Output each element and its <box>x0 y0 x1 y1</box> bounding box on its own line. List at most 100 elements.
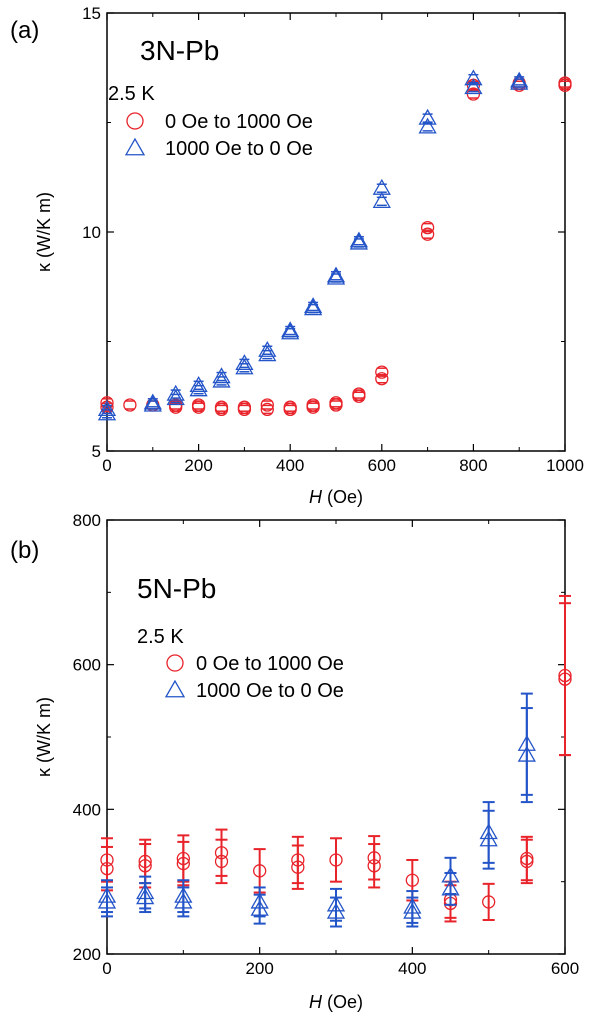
circle-marker <box>260 402 274 417</box>
legend-label: 1000 Oe to 0 Oe <box>196 680 344 702</box>
data-point <box>372 192 391 208</box>
legend-label: 1000 Oe to 0 Oe <box>165 138 313 160</box>
triangle-marker <box>212 367 231 384</box>
triangle-marker <box>441 879 460 896</box>
data-point <box>258 345 277 362</box>
circle-marker <box>138 859 152 873</box>
triangle-marker <box>250 899 269 916</box>
y-axis-title: κ (W/K m) <box>34 697 54 777</box>
circle-marker <box>367 859 381 873</box>
triangle-marker <box>517 745 536 762</box>
data-point <box>237 402 252 417</box>
x-tick-label: 0 <box>102 456 111 475</box>
circle-marker <box>558 78 572 92</box>
data-point <box>482 882 496 922</box>
data-point <box>291 844 305 890</box>
circle-marker <box>237 402 252 417</box>
sample-annotation: 5N-Pb <box>137 573 216 604</box>
data-point <box>176 840 190 887</box>
circle-marker <box>420 227 435 241</box>
circle-marker <box>482 895 496 909</box>
series-down-sweep <box>97 69 529 421</box>
data-point <box>558 78 572 92</box>
triangle-marker <box>258 340 277 357</box>
data-point <box>97 400 117 417</box>
data-point <box>418 108 437 125</box>
data-point <box>235 354 254 371</box>
x-tick-label: 600 <box>368 456 396 475</box>
circle-marker <box>191 400 206 414</box>
triangle-marker <box>166 384 185 401</box>
triangle-marker <box>464 78 483 95</box>
legend-circle-marker <box>126 112 144 130</box>
circle-marker <box>100 396 114 410</box>
temperature-label: 2.5 K <box>108 83 155 105</box>
x-axis-symbol: H <box>309 487 327 507</box>
triangle-marker <box>479 830 498 847</box>
data-point <box>212 367 231 384</box>
x-tick-label: 800 <box>459 456 487 475</box>
y-tick-label: 200 <box>73 945 101 964</box>
triangle-marker <box>349 233 369 250</box>
legend-triangle-marker <box>164 679 186 698</box>
triangle-marker <box>372 192 391 208</box>
data-point <box>235 358 254 375</box>
data-point <box>375 365 389 379</box>
data-point <box>189 380 208 397</box>
data-point <box>349 233 369 250</box>
triangle-marker <box>166 389 185 406</box>
data-point <box>306 400 320 414</box>
triangle-marker <box>326 902 346 919</box>
y-tick-label: 800 <box>73 511 101 530</box>
data-point <box>479 809 498 870</box>
triangle-marker <box>235 354 254 371</box>
panel-label: (b) <box>10 537 39 564</box>
data-point <box>303 299 323 316</box>
legend-circle-marker <box>166 654 184 672</box>
circle-marker <box>520 854 534 869</box>
data-point <box>352 389 366 403</box>
x-axis-title: H (Oe) <box>309 992 363 1012</box>
circle-marker <box>375 365 389 379</box>
temperature-label: 2.5 K <box>137 626 184 648</box>
triangle-marker <box>212 371 231 388</box>
data-point <box>191 400 206 414</box>
data-point <box>510 73 529 90</box>
circle-marker <box>420 220 435 235</box>
legend-triangle-marker <box>124 137 146 156</box>
series-down-sweep <box>97 692 536 928</box>
data-point <box>418 117 437 134</box>
triangle-marker <box>174 892 193 909</box>
circle-marker <box>306 400 320 414</box>
triangle-marker <box>326 268 346 285</box>
triangle-marker <box>189 380 208 397</box>
data-point <box>253 848 267 894</box>
data-point <box>143 395 162 412</box>
panel-label: (a) <box>10 17 39 44</box>
x-tick-label: 1000 <box>546 456 584 475</box>
triangle-marker <box>303 299 323 316</box>
triangle-marker <box>143 395 162 412</box>
circle-marker <box>260 398 274 412</box>
y-tick-label: 10 <box>82 223 101 242</box>
data-point <box>258 340 277 357</box>
x-tick-label: 200 <box>245 959 273 978</box>
data-point <box>420 227 435 241</box>
circle-marker <box>100 861 114 876</box>
y-tick-label: 600 <box>73 656 101 675</box>
x-tick-label: 0 <box>102 959 111 978</box>
x-axis-symbol: H <box>309 992 327 1012</box>
data-point <box>517 707 536 804</box>
legend-entry-down-sweep: 1000 Oe to 0 Oe <box>164 679 344 702</box>
y-tick-label: 400 <box>73 800 101 819</box>
triangle-marker <box>403 902 422 919</box>
data-point <box>214 402 229 417</box>
legend-entry-down-sweep: 1000 Oe to 0 Oe <box>124 137 313 160</box>
x-tick-label: 200 <box>184 456 212 475</box>
data-point <box>166 384 185 401</box>
x-tick-label: 400 <box>398 959 426 978</box>
data-point <box>329 837 343 883</box>
circle-marker <box>253 864 267 878</box>
triangle-marker <box>97 892 117 909</box>
